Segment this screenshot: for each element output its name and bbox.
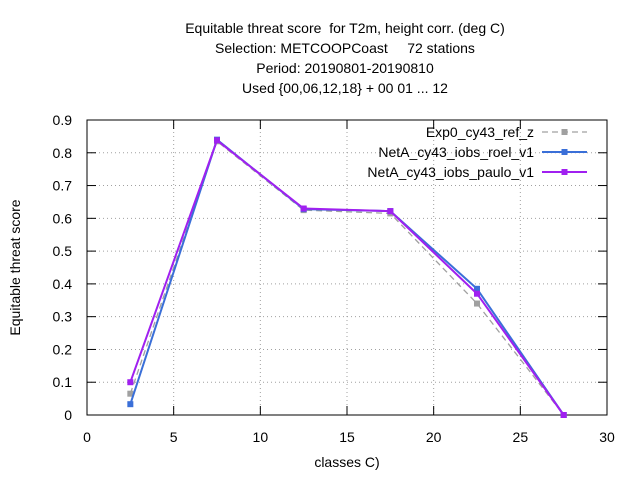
y-tick-label: 0.3 (53, 309, 73, 325)
legend-entry-3: NetA_cy43_iobs_paulo_v1 (367, 164, 587, 180)
legend-marker (561, 129, 568, 135)
x-tick-label: 25 (513, 429, 529, 445)
chart-title: Equitable threat score for T2m, height c… (0, 18, 640, 98)
data-point (127, 379, 134, 386)
x-tick-label: 15 (339, 429, 355, 445)
y-tick-label: 0.4 (53, 276, 73, 292)
legend-entry-2: NetA_cy43_iobs_roel_v1 (378, 144, 587, 160)
series-line (129, 140, 565, 416)
title-line-2: Selection: METCOOPCoast 72 stations (215, 40, 475, 56)
legend-marker (561, 149, 568, 155)
data-point (474, 285, 480, 292)
data-point (127, 390, 134, 397)
legend-marker (561, 169, 568, 175)
y-tick-label: 0.2 (53, 341, 73, 357)
x-tick-label: 30 (599, 429, 615, 445)
legend-label: Exp0_cy43_ref_z (426, 124, 534, 140)
title-line-1: Equitable threat score for T2m, height c… (185, 20, 505, 36)
data-point (474, 300, 480, 307)
y-tick-label: 0.8 (53, 145, 73, 161)
y-tick-label: 0.7 (53, 178, 73, 194)
data-point (127, 401, 134, 408)
y-tick-label: 0.9 (53, 112, 73, 128)
x-tick-label: 0 (83, 429, 91, 445)
y-tick-label: 0.1 (53, 374, 73, 390)
legend-label: NetA_cy43_iobs_paulo_v1 (367, 164, 534, 180)
series-3 (127, 137, 567, 418)
y-tick-label: 0 (64, 407, 72, 423)
title-line-4: Used {00,06,12,18} + 00 01 ... 12 (242, 80, 448, 96)
series-line (129, 139, 565, 416)
data-point (300, 205, 307, 212)
title-line-3: Period: 20190801-20190810 (256, 60, 434, 76)
x-tick-label: 5 (170, 429, 178, 445)
x-axis-label: classes C) (314, 454, 379, 470)
data-point (214, 137, 220, 144)
data-point (474, 290, 480, 297)
x-tick-label: 10 (253, 429, 269, 445)
legend-label: NetA_cy43_iobs_roel_v1 (378, 144, 534, 160)
legend-entry-1: Exp0_cy43_ref_z (426, 124, 587, 140)
y-tick-label: 0.5 (53, 243, 73, 259)
y-tick-label: 0.6 (53, 210, 73, 226)
y-axis-label: Equitable threat score (7, 199, 23, 335)
data-point (387, 208, 394, 215)
x-tick-label: 20 (426, 429, 442, 445)
data-point (560, 412, 567, 418)
